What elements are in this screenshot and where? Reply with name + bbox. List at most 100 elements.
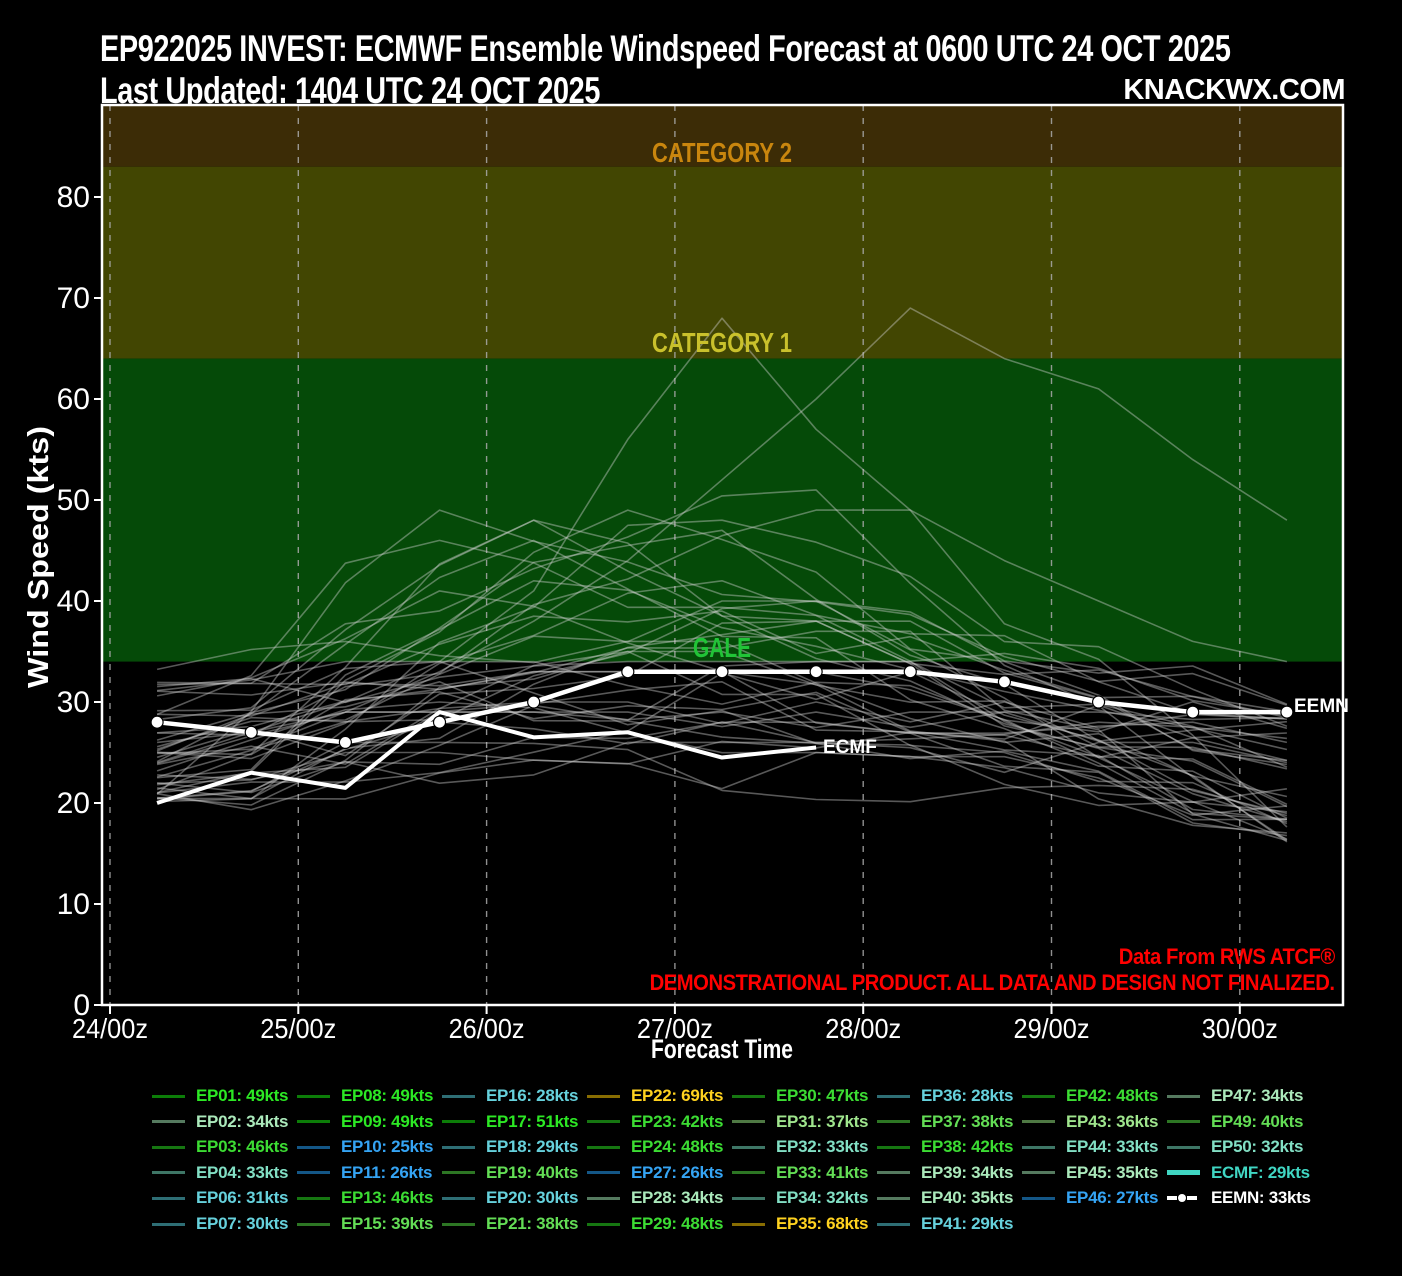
legend-swatch-EP39	[877, 1171, 910, 1175]
legend-entry-EP28: EP28: 34kts	[587, 1185, 723, 1211]
legend-label-EP13: EP13: 46kts	[341, 1188, 434, 1208]
legend-entry-EP31: EP31: 37kts	[732, 1109, 868, 1135]
legend-swatch-EP15	[297, 1222, 330, 1226]
y-tick-label: 80	[57, 181, 90, 214]
eemn-marker	[527, 695, 541, 709]
legend-entry-EP36: EP36: 28kts	[877, 1083, 1013, 1109]
legend-swatch-EP19	[442, 1171, 475, 1175]
eemn-marker	[997, 675, 1012, 689]
legend-entry-EEMN: EEMN: 33kts	[1167, 1185, 1311, 1211]
legend-label-EP24: EP24: 48kts	[631, 1137, 724, 1157]
plot-border	[100, 103, 1345, 1007]
legend-entry-EP07: EP07: 30kts	[152, 1211, 288, 1237]
legend-label-EP27: EP27: 26kts	[631, 1162, 724, 1182]
legend-swatch-EP17	[442, 1120, 475, 1124]
legend-label-EP03: EP03: 46kts	[196, 1137, 289, 1157]
legend-label-EP01: EP01: 49kts	[196, 1086, 289, 1105]
legend-swatch-EP10	[297, 1145, 330, 1149]
legend-swatch-EP32	[732, 1145, 765, 1149]
legend-entry-EP50: EP50: 32kts	[1167, 1134, 1303, 1160]
legend-label-EP16: EP16: 28kts	[486, 1086, 579, 1105]
legend-entry-EP32: EP32: 33kts	[732, 1134, 868, 1160]
legend-swatch-EEMN	[1167, 1194, 1200, 1203]
ensemble-line-EP16	[157, 721, 1287, 799]
ensemble-line-EP11	[157, 741, 1288, 785]
band-category-2	[102, 105, 1343, 167]
axes: 0 10 20 30 40 50 60 70 80 24/00z 25/00z 26/00z 27/00…	[57, 103, 1345, 1044]
legend-entry-EP39: EP39: 34kts	[877, 1160, 1013, 1186]
legend-entry-EP24: EP24: 48kts	[587, 1134, 723, 1160]
legend-label-EP32: EP32: 33kts	[776, 1137, 869, 1157]
legend-swatch-EP38	[877, 1145, 910, 1149]
ensemble-line-EP35	[156, 317, 1288, 764]
legend-swatch-EP16	[442, 1094, 475, 1098]
legend-entry-EP41: EP41: 29kts	[877, 1211, 1013, 1237]
legend-label-EP10: EP10: 25kts	[341, 1137, 434, 1157]
legend-entry-EP17: EP17: 51kts	[442, 1109, 578, 1135]
legend-entry-EP18: EP18: 29kts	[442, 1134, 578, 1160]
y-tick-label: 40	[57, 585, 90, 618]
legend-entry-EP44: EP44: 33kts	[1022, 1134, 1158, 1160]
ensemble-line-EP22	[157, 307, 1288, 744]
legend-label-EP28: EP28: 34kts	[631, 1188, 724, 1208]
y-tick-label: 60	[57, 383, 90, 416]
band-category-1	[102, 166, 1343, 359]
eemn-marker	[903, 665, 917, 679]
ensemble-line-EP36	[157, 721, 1288, 794]
legend-swatch-EP30	[732, 1094, 765, 1098]
legend-label-EP19: EP19: 40kts	[486, 1162, 579, 1182]
eemn-marker	[715, 665, 729, 679]
y-tick-label: 10	[57, 888, 90, 921]
legend-label-EP43: EP43: 36kts	[1066, 1111, 1159, 1131]
ecmf-line-label: ECMF	[823, 737, 877, 758]
legend-label-EP23: EP23: 42kts	[631, 1111, 724, 1131]
y-tick-label: 70	[57, 282, 90, 315]
legend-label-EP04: EP04: 33kts	[196, 1162, 289, 1182]
y-tick-label: 0	[73, 989, 90, 1022]
x-tick-label: 25/00z	[260, 1013, 336, 1044]
demo-product-disclaimer: DEMONSTRATIONAL PRODUCT. ALL DATA AND DE…	[650, 970, 1335, 995]
category-bands	[102, 105, 1343, 662]
legend-label-EP18: EP18: 29kts	[486, 1137, 579, 1157]
data-source-disclaimer: Data From RWS ATCF®	[1118, 944, 1336, 969]
legend-entry-EP09: EP09: 49kts	[297, 1109, 433, 1135]
x-tick-label: 30/00z	[1202, 1013, 1278, 1044]
x-tick-label: 28/00z	[825, 1013, 901, 1044]
legend-entry-EP47: EP47: 34kts	[1167, 1083, 1303, 1109]
legend-swatch-EP46	[1022, 1196, 1055, 1200]
eemn-marker	[1091, 695, 1106, 709]
legend-swatch-EP11	[297, 1171, 330, 1175]
ensemble-line-EP40	[156, 650, 1288, 770]
legend-entry-EP15: EP15: 39kts	[297, 1211, 433, 1237]
ensemble-line-EP10	[157, 751, 1288, 804]
ensemble-line-EP13	[156, 539, 1288, 716]
legend-entry-EP19: EP19: 40kts	[442, 1160, 578, 1186]
ensemble-line-EP49	[156, 600, 1288, 840]
legend-swatch-EP08	[297, 1094, 330, 1098]
legend-label-EP40: EP40: 35kts	[921, 1188, 1014, 1208]
eemn-marker	[150, 715, 164, 729]
ensemble-line-EP23	[157, 579, 1287, 760]
ensemble-line-EP31	[157, 630, 1288, 842]
legend-swatch-EP09	[297, 1120, 330, 1124]
legend-label-EP09: EP09: 49kts	[341, 1111, 434, 1131]
legend-label-EP36: EP36: 28kts	[921, 1086, 1014, 1105]
legend-entry-EP11: EP11: 26kts	[297, 1160, 433, 1186]
legend-swatch-EP18	[442, 1145, 475, 1149]
legend-entry-EP45: EP45: 35kts	[1022, 1160, 1158, 1186]
y-axis-title: Wind Speed (kts)	[23, 426, 55, 688]
legend-entry-EP43: EP43: 36kts	[1022, 1109, 1158, 1135]
eemn-marker	[621, 665, 635, 679]
legend-label-EP33: EP33: 41kts	[776, 1162, 869, 1182]
legend-swatch-EP07	[152, 1222, 185, 1226]
page-title: EP922025 INVEST: ECMWF Ensemble Windspee…	[100, 28, 1231, 69]
legend-entry-EP29: EP29: 48kts	[587, 1211, 723, 1237]
x-tick-label: 27/00z	[637, 1013, 713, 1044]
eemn-line-label: EEMN	[1294, 696, 1349, 717]
legend-entry-EP23: EP23: 42kts	[587, 1109, 723, 1135]
legend-entry-EP34: EP34: 32kts	[732, 1185, 868, 1211]
legend-swatch-EP23	[587, 1120, 620, 1124]
legend-label-EP45: EP45: 35kts	[1066, 1162, 1159, 1182]
legend-swatch-EP37	[877, 1120, 910, 1124]
